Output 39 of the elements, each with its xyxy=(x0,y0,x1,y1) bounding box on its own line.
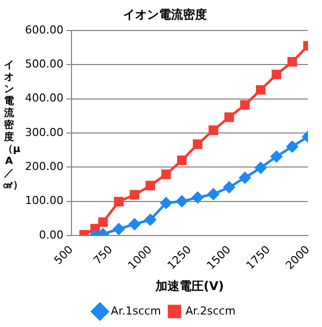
point xyxy=(114,196,124,206)
point xyxy=(239,172,251,184)
point xyxy=(176,196,188,208)
point xyxy=(270,150,282,162)
y-tick-label: 600.00 xyxy=(24,23,64,36)
y-tick-label: 100.00 xyxy=(24,194,64,208)
point xyxy=(223,182,235,194)
point xyxy=(144,214,156,226)
point xyxy=(208,125,218,135)
point xyxy=(240,100,250,110)
y-tick-label: 500.00 xyxy=(24,57,64,70)
point xyxy=(192,139,202,149)
point xyxy=(160,197,172,209)
point xyxy=(256,85,266,95)
legend-label: Ar.2sccm xyxy=(186,304,236,318)
text: イオン電流密度（μA／㎠） xyxy=(3,60,23,191)
x-tick-label: 500 xyxy=(52,243,76,268)
point xyxy=(130,190,140,200)
x-tick-label: 750 xyxy=(91,243,116,268)
x-axis-title: 加速電圧(V) xyxy=(154,278,224,293)
point xyxy=(287,57,298,67)
point xyxy=(98,217,108,227)
point xyxy=(113,223,125,235)
point xyxy=(161,170,171,180)
point xyxy=(146,180,156,190)
point xyxy=(286,140,298,152)
point xyxy=(254,162,266,174)
y-tick-label: 300.00 xyxy=(24,126,64,139)
legend-label: Ar.1sccm xyxy=(110,304,162,318)
y-tick-label: 0.00 xyxy=(38,228,64,242)
point xyxy=(224,112,234,122)
y-tick-label: 200.00 xyxy=(24,160,64,173)
point xyxy=(208,188,220,200)
point xyxy=(177,155,187,166)
chart-title: イオン電流密度 xyxy=(123,7,207,22)
point xyxy=(272,70,282,80)
point xyxy=(192,192,204,204)
point xyxy=(128,218,140,230)
y-tick-label: 400.00 xyxy=(24,92,64,105)
